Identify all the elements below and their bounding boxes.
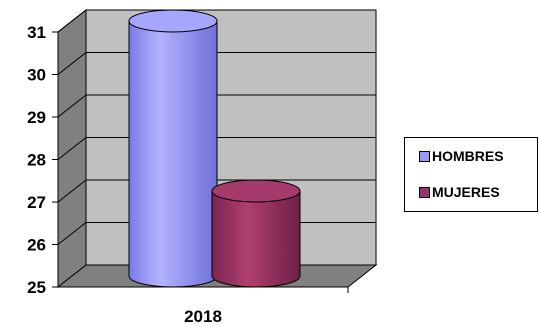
bars <box>128 9 301 288</box>
gridline-side <box>57 179 87 203</box>
legend-label-hombres: HOMBRES <box>432 148 504 164</box>
bar-top-mujeres <box>211 179 301 203</box>
y-tick-label: 27 <box>27 193 46 212</box>
y-tick-label: 29 <box>27 108 46 127</box>
y-tick-label: 31 <box>27 23 46 42</box>
y-tick-label: 28 <box>27 151 46 170</box>
gridline-side <box>57 52 87 75</box>
legend-swatch-mujeres <box>419 186 430 198</box>
gridline-side <box>57 94 87 118</box>
legend-item-mujeres: MUJERES <box>419 184 500 200</box>
legend-label-mujeres: MUJERES <box>432 184 500 200</box>
gridline-side <box>57 137 87 160</box>
x-tick-label: 2018 <box>184 307 222 326</box>
y-tick-label: 25 <box>27 278 46 297</box>
y-axis-ticks: 25 26 27 28 29 30 31 <box>27 23 58 297</box>
y-tick-label: 30 <box>27 66 46 85</box>
legend-swatch-hombres <box>419 150 430 162</box>
legend: HOMBRES MUJERES <box>404 137 538 212</box>
bar-body-mujeres <box>211 190 301 288</box>
y-tick-label: 26 <box>27 236 46 255</box>
bar-body-hombres <box>128 20 218 288</box>
legend-item-hombres: HOMBRES <box>419 148 504 164</box>
gridline-side <box>57 9 87 33</box>
gridline-side <box>57 222 87 245</box>
bar-top-hombres <box>128 9 218 33</box>
bar-hombres <box>128 9 218 288</box>
bar-mujeres <box>211 179 301 288</box>
